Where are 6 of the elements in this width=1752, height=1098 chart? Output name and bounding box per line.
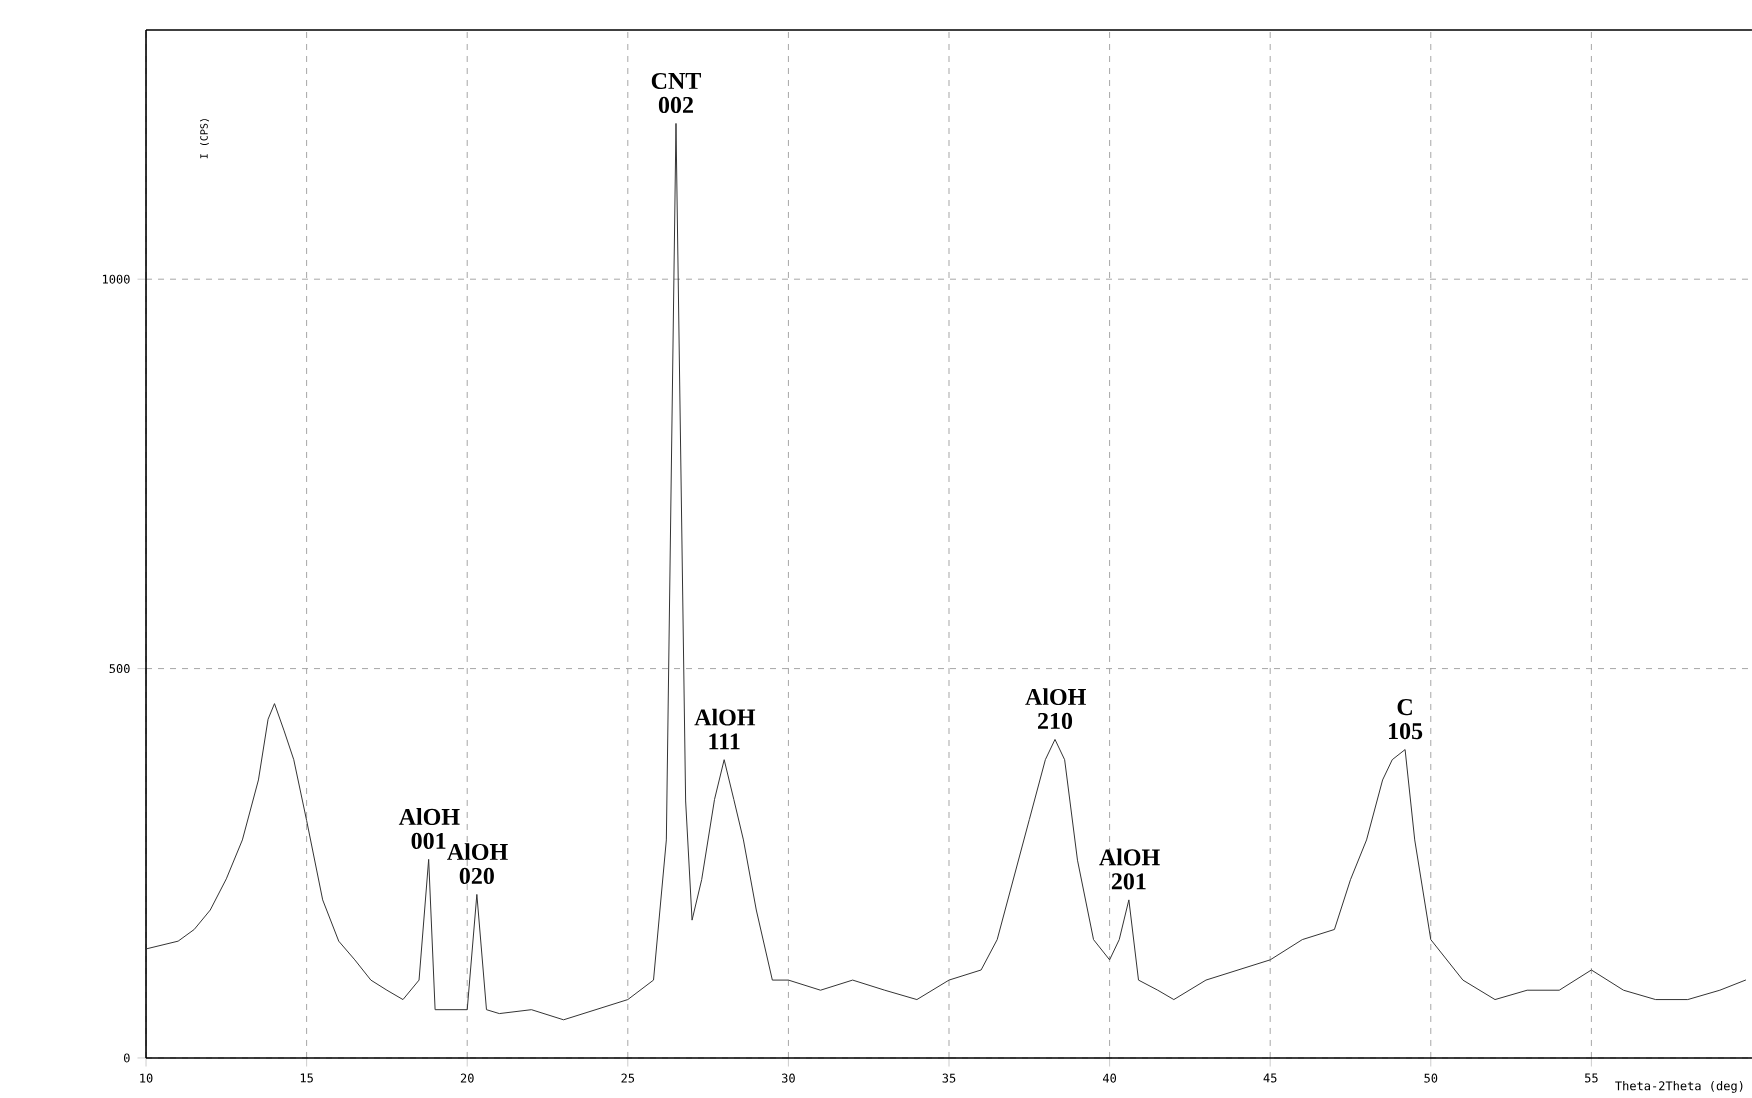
annotation: AlOH 020 [447,843,508,885]
annotation: AlOH 210 [1025,688,1086,730]
annotation: C 105 [1389,699,1423,740]
annotation: CNT 002 [651,72,701,114]
annotation: AlOH 201 [1099,848,1160,890]
annotation: AlOH 111 [694,708,756,750]
